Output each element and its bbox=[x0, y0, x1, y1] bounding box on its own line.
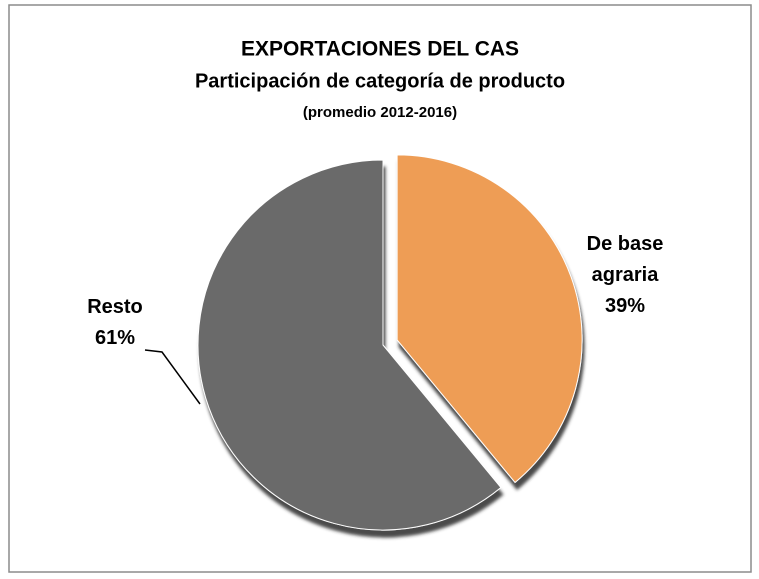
chart-frame bbox=[8, 4, 752, 573]
category-label: De base agraria bbox=[586, 233, 664, 286]
slice-label: Resto 61% bbox=[70, 292, 160, 354]
pie-slice bbox=[197, 159, 502, 531]
value-label: 61% bbox=[94, 327, 136, 349]
pie-slice bbox=[396, 154, 583, 484]
chart-subtitle: Participación de categoría de producto bbox=[195, 70, 565, 92]
chart-note: (promedio 2012-2016) bbox=[303, 104, 457, 121]
value-label: 39% bbox=[604, 295, 646, 317]
category-label: Resto bbox=[87, 296, 143, 318]
slice-label: De base agraria 39% bbox=[575, 229, 675, 322]
chart-title: EXPORTACIONES DEL CAS bbox=[241, 38, 519, 61]
leader-line bbox=[144, 349, 201, 405]
